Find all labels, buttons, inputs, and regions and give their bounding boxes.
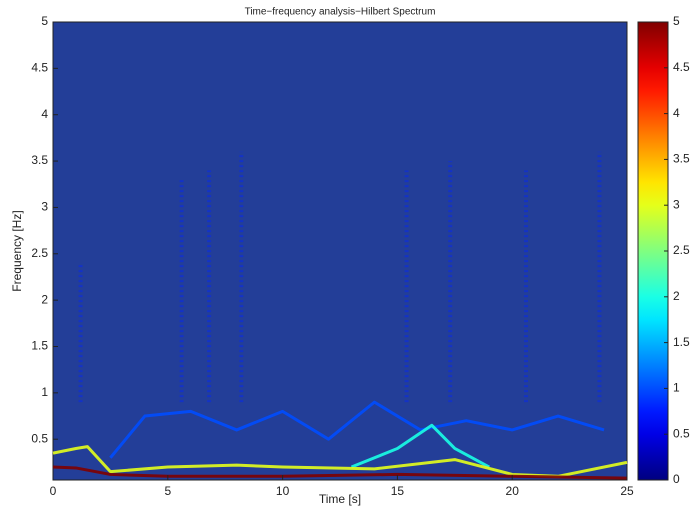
colorbar-tick-label: 2.5 (673, 243, 690, 257)
y-tick-label: 3.5 (31, 153, 48, 167)
colorbar-tick-label: 0.5 (673, 426, 690, 440)
ridge (109, 400, 605, 459)
x-tick-label: 20 (506, 484, 520, 498)
colorbar-tick-label: 3 (673, 197, 680, 211)
x-tick-label: 15 (391, 484, 405, 498)
y-tick-label: 4 (41, 107, 48, 121)
y-tick-label: 1 (41, 385, 48, 399)
colorbar-tick-label: 3.5 (673, 152, 690, 166)
y-axis-label: Frequency [Hz] (10, 210, 24, 291)
y-tick-label: 2 (41, 292, 48, 306)
y-tick-label: 0.5 (31, 431, 48, 445)
colorbar-tick-label: 5 (673, 14, 680, 28)
y-tick-label: 3 (41, 200, 48, 214)
plot-area (52, 21, 628, 481)
colorbar-tick-label: 2 (673, 289, 680, 303)
colorbar-tick-label: 0 (673, 472, 680, 486)
colorbar-tick-label: 4.5 (673, 60, 690, 74)
x-tick-label: 0 (50, 484, 57, 498)
y-tick-label: 1.5 (31, 339, 48, 353)
x-tick-label: 10 (276, 484, 290, 498)
chart-title: Time−frequency analysis−Hilbert Spectrum (245, 7, 436, 18)
colorbar-tick-label: 1 (673, 381, 680, 395)
x-tick-label: 25 (620, 484, 634, 498)
colorbar-tick-label: 4 (673, 106, 680, 120)
y-tick-label: 4.5 (31, 61, 48, 75)
x-tick-label: 5 (164, 484, 171, 498)
ridge (52, 465, 628, 480)
ridge (52, 445, 628, 478)
x-axis-label: Time [s] (319, 492, 361, 506)
ridge (350, 423, 490, 469)
y-tick-label: 2.5 (31, 246, 48, 260)
colorbar (637, 21, 669, 481)
y-tick-label: 5 (41, 14, 48, 28)
colorbar-tick-label: 1.5 (673, 335, 690, 349)
